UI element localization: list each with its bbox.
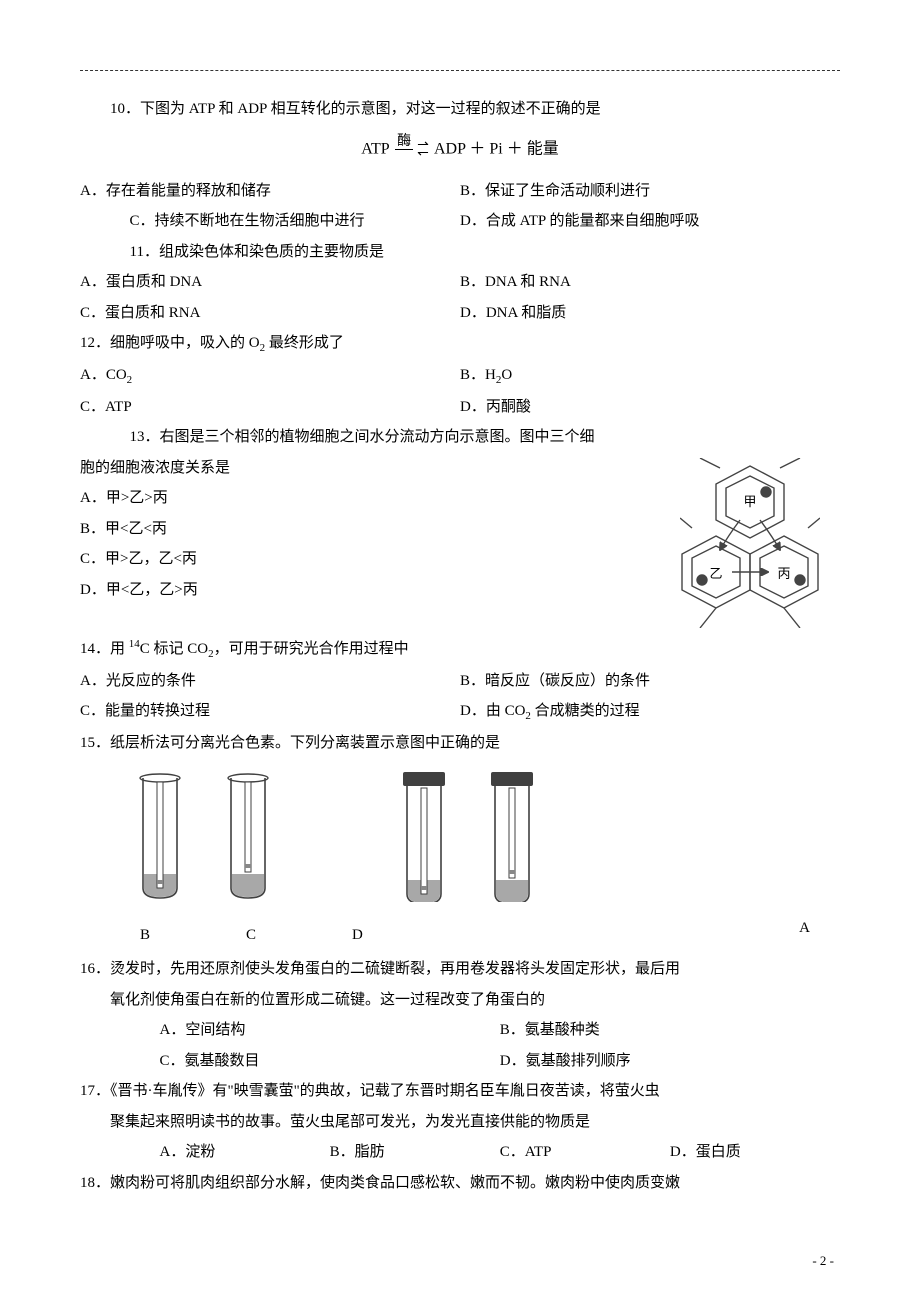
q15-labels: A [80, 914, 840, 943]
q14-opt-a: A．光反应的条件 [80, 667, 460, 696]
tube-2 [394, 772, 454, 913]
tube-3 [482, 772, 542, 913]
eq-left: ATP [361, 140, 389, 157]
q11-opt-d: D．DNA 和脂质 [460, 299, 840, 328]
q10-stem: 10．下图为 ATP 和 ADP 相互转化的示意图，对这一过程的叙述不正确的是 [80, 95, 840, 124]
q15-label-a: A [799, 920, 810, 936]
q11-opt-a: A．蛋白质和 DNA [80, 268, 460, 297]
q16-opt-d: D．氨基酸排列顺序 [500, 1047, 840, 1076]
q16-opt-c: C．氨基酸数目 [160, 1047, 500, 1076]
svg-text:甲: 甲 [743, 494, 756, 509]
q12-opt-d: D．丙酮酸 [460, 393, 840, 422]
q12-stem: 12．细胞呼吸中，吸入的 O2 最终形成了 [80, 329, 840, 359]
q12-opt-a: A．CO2 [80, 361, 460, 391]
q17-opt-b: B．脂肪 [330, 1138, 500, 1167]
q18-l1: 18．嫩肉粉可将肌肉组织部分水解，使肉类食品口感松软、嫩而不韧。嫩肉粉中使肉质变… [80, 1169, 840, 1198]
q17-opt-c: C．ATP [500, 1138, 670, 1167]
q14-opt-b: B．暗反应（碳反应）的条件 [460, 667, 840, 696]
q13: 13．右图是三个相邻的植物细胞之间水分流动方向示意图。图中三个细 [80, 423, 840, 632]
q15-tubes [130, 772, 840, 913]
q12-opt-c: C．ATP [80, 393, 460, 422]
q10-opt-a: A．存在着能量的释放和储存 [80, 177, 460, 206]
q16-opt-b: B．氨基酸种类 [500, 1016, 840, 1045]
page-top-divider [80, 70, 840, 71]
q11-opt-c: C．蛋白质和 RNA [80, 299, 460, 328]
q10-opt-c: C．持续不断地在生物活细胞中进行 [80, 207, 460, 236]
q16: 16．烫发时，先用还原剂使头发角蛋白的二硫键断裂，再用卷发器将头发固定形状，最后… [80, 955, 840, 1075]
q14-opt-c: C．能量的转换过程 [80, 697, 460, 727]
q17-l2: 聚集起来照明读书的故事。萤火虫尾部可发光，为发光直接供能的物质是 [80, 1108, 840, 1137]
q10-opt-d: D．合成 ATP 的能量都来自细胞呼吸 [460, 207, 840, 236]
q18: 18．嫩肉粉可将肌肉组织部分水解，使肉类食品口感松软、嫩而不韧。嫩肉粉中使肉质变… [80, 1169, 840, 1198]
q10-opt-b: B．保证了生命活动顺利进行 [460, 177, 840, 206]
svg-text:乙: 乙 [709, 566, 722, 581]
tube-1 [218, 772, 278, 913]
q15-stem: 15．纸层析法可分离光合色素。下列分离装置示意图中正确的是 [80, 729, 840, 758]
q11-opt-b: B．DNA 和 RNA [460, 268, 840, 297]
q12: 12．细胞呼吸中，吸入的 O2 最终形成了 A．CO2 B．H2O C．ATP … [80, 329, 840, 421]
q13-cells-diagram: 甲 乙 丙 [680, 458, 820, 628]
q15-label-c: C [246, 921, 256, 950]
page-number: - 2 - [812, 1249, 834, 1274]
q11-stem: 11．组成染色体和染色质的主要物质是 [80, 238, 840, 267]
svg-text:丙: 丙 [777, 566, 790, 581]
q14-stem: 14．用 14C 标记 CO2，可用于研究光合作用过程中 [80, 634, 840, 665]
q12-opt-b: B．H2O [460, 361, 840, 391]
q10-equation: ATP 酶 ⇀↽ ADP ＋ Pi ＋ 能量 [80, 132, 840, 167]
tube-0 [130, 772, 190, 913]
q17: 17．《晋书·车胤传》有"映雪囊萤"的典故，记载了东晋时期名臣车胤日夜苦读，将萤… [80, 1077, 840, 1167]
q16-l2: 氧化剂使角蛋白在新的位置形成二硫键。这一过程改变了角蛋白的 [80, 986, 840, 1015]
q16-opt-a: A．空间结构 [160, 1016, 500, 1045]
q15-label-d: D [352, 921, 363, 950]
q17-opt-a: A．淀粉 [160, 1138, 330, 1167]
q15: 15．纸层析法可分离光合色素。下列分离装置示意图中正确的是 A [80, 729, 840, 943]
q10: 10．下图为 ATP 和 ADP 相互转化的示意图，对这一过程的叙述不正确的是 … [80, 95, 840, 236]
q14: 14．用 14C 标记 CO2，可用于研究光合作用过程中 A．光反应的条件 B．… [80, 634, 840, 727]
q11: 11．组成染色体和染色质的主要物质是 A．蛋白质和 DNA B．DNA 和 RN… [80, 238, 840, 328]
eq-top-label: 酶 [395, 135, 413, 150]
q17-opt-d: D．蛋白质 [670, 1138, 840, 1167]
eq-right: ADP ＋ Pi ＋ 能量 [434, 140, 559, 157]
q16-l1: 16．烫发时，先用还原剂使头发角蛋白的二硫键断裂，再用卷发器将头发固定形状，最后… [80, 955, 840, 984]
q17-l1: 17．《晋书·车胤传》有"映雪囊萤"的典故，记载了东晋时期名臣车胤日夜苦读，将萤… [80, 1077, 840, 1106]
q13-stem-l1: 13．右图是三个相邻的植物细胞之间水分流动方向示意图。图中三个细 [80, 423, 840, 452]
eq-arrows: ⇀↽ [417, 134, 429, 159]
q14-opt-d: D．由 CO2 合成糖类的过程 [460, 697, 840, 727]
q15-label-b: B [140, 921, 150, 950]
